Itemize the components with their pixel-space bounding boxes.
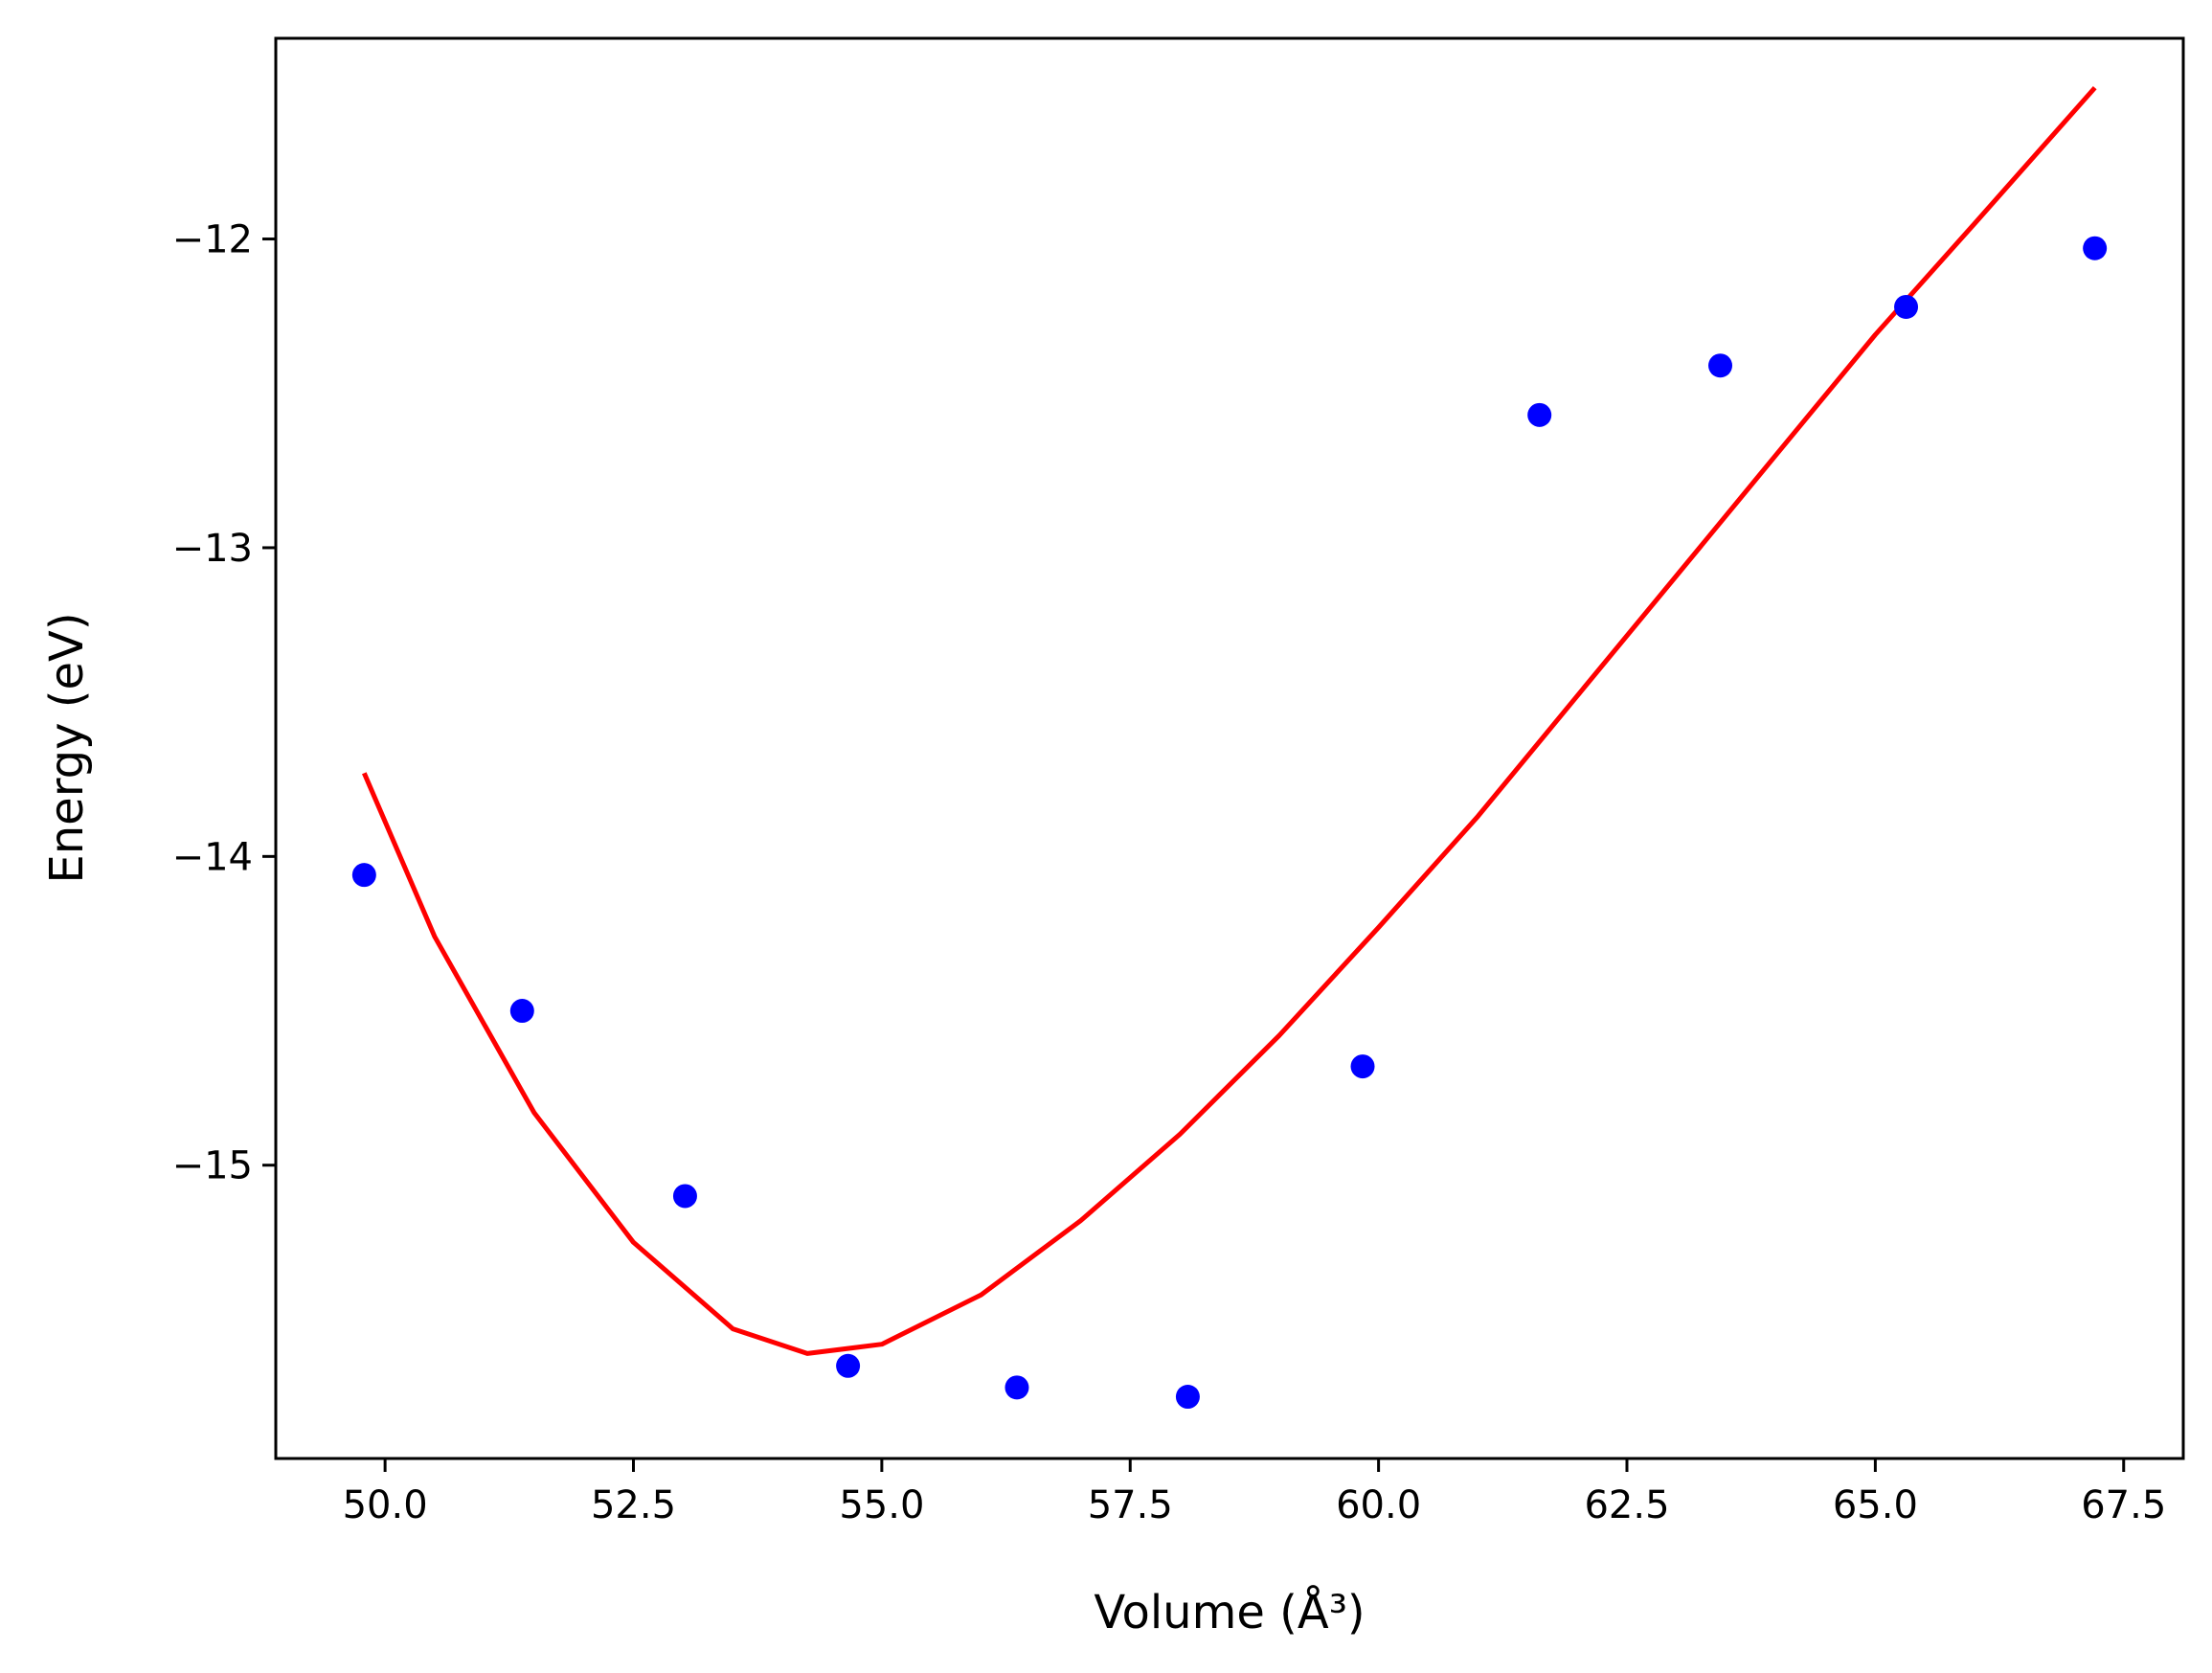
data-point xyxy=(1004,1375,1029,1400)
fit-curve xyxy=(362,85,2097,1356)
x-tick-label: 60.0 xyxy=(1336,1483,1421,1527)
data-point xyxy=(509,999,534,1024)
data-point xyxy=(672,1184,697,1209)
x-tick-label: 57.5 xyxy=(1088,1483,1173,1527)
y-tick-label: −12 xyxy=(172,218,253,262)
x-tick-label: 55.0 xyxy=(839,1483,924,1527)
y-tick-label: −15 xyxy=(172,1144,253,1188)
y-tick-label: −14 xyxy=(172,835,253,879)
data-point xyxy=(1708,353,1733,378)
ticks-layer: 50.0 52.5 55.0 57.5 60.0 62.5 65.0 67.5 −12 −13 −1… xyxy=(172,218,2167,1527)
x-axis-title: Volume (Å³) xyxy=(1094,1585,1365,1639)
x-tick-label: 62.5 xyxy=(1584,1483,1669,1527)
data-point xyxy=(1527,402,1552,427)
fit-layer xyxy=(362,85,2097,1356)
x-tick-label: 65.0 xyxy=(1833,1483,1918,1527)
plot-area xyxy=(276,38,2183,1458)
points-layer xyxy=(351,236,2108,1410)
x-tick-label: 52.5 xyxy=(591,1483,676,1527)
x-tick-label: 50.0 xyxy=(343,1483,428,1527)
data-point xyxy=(836,1353,861,1378)
data-point xyxy=(1175,1385,1200,1410)
data-point xyxy=(1894,294,1919,319)
plot-frame xyxy=(274,36,2185,1460)
y-axis-title: Energy (eV) xyxy=(40,612,94,883)
data-point xyxy=(1350,1054,1375,1079)
data-point xyxy=(2083,236,2108,260)
data-point xyxy=(351,863,376,888)
y-tick-label: −13 xyxy=(172,527,253,571)
x-tick-label: 67.5 xyxy=(2081,1483,2166,1527)
